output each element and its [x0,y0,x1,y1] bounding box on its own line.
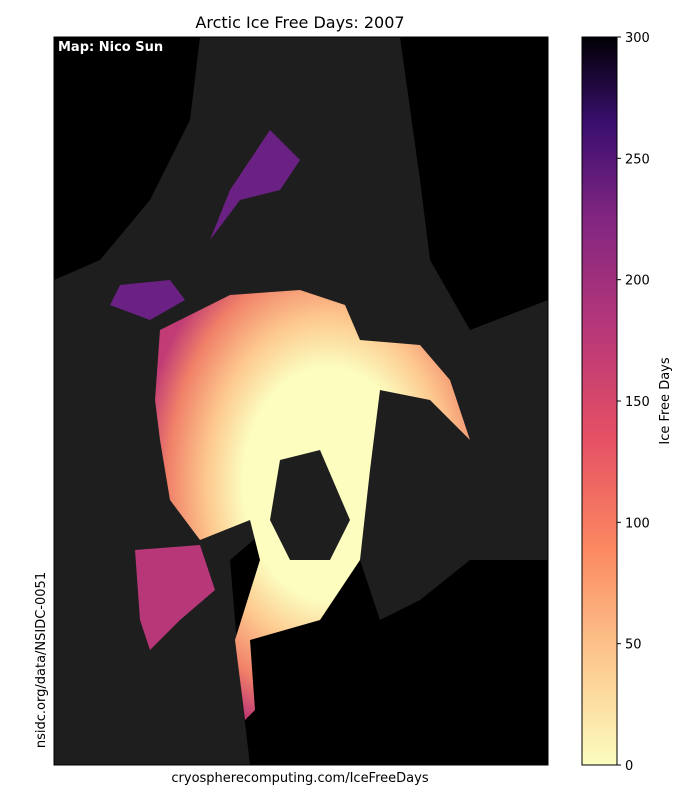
tick-label: 300 [625,31,650,46]
ocean [400,37,548,330]
greenland [270,450,350,560]
ocean [54,37,200,280]
tick-label: 50 [625,638,642,653]
tick-label: 150 [625,395,650,410]
source-label: nsidc.org/data/NSIDC-0051 [34,572,49,748]
sea-ice-region [210,130,300,240]
website-label: cryospherecomputing.com/IceFreeDays [171,771,428,786]
sea-ice-region [110,280,185,320]
tick-label: 200 [625,274,650,289]
map: Map: Nico Sun [54,37,548,765]
sea-ice-region [135,545,215,650]
title: Arctic Ice Free Days: 2007 [195,13,404,32]
map-frame [53,36,549,766]
colorbar [581,36,618,766]
tick-label: 250 [625,152,650,167]
tick-label: 100 [625,516,650,531]
colorbar-ticks: 0 50 100 150 200 250 300 [617,31,650,774]
colorbar-label: Ice Free Days [658,357,673,445]
map-credit: Map: Nico Sun [58,40,163,55]
tick-label: 0 [625,759,633,774]
